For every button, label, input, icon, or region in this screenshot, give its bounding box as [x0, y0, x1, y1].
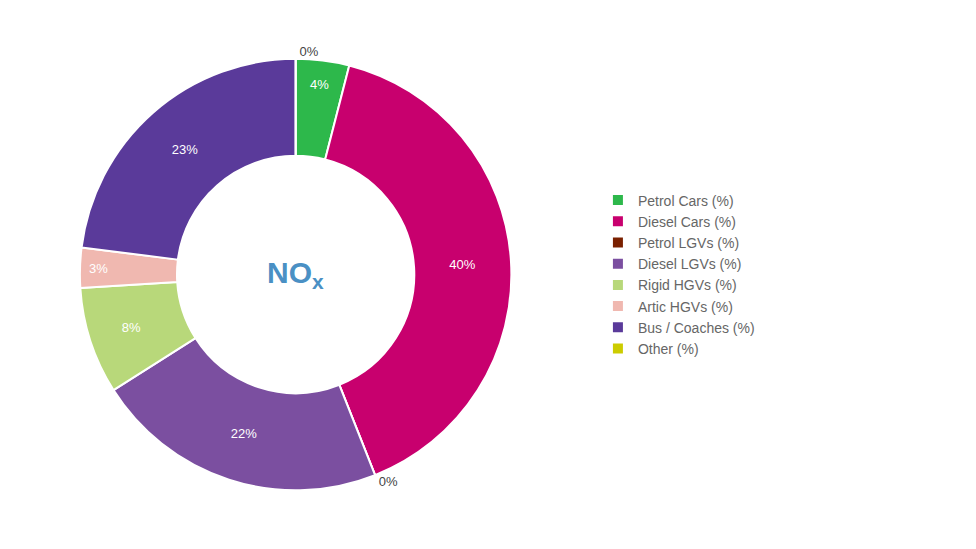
- svg-text:Petrol LGVs (%): Petrol LGVs (%): [638, 235, 739, 251]
- svg-text:Artic HGVs (%): Artic HGVs (%): [638, 299, 733, 315]
- svg-text:Other (%): Other (%): [638, 341, 699, 357]
- svg-text:Diesel LGVs (%): Diesel LGVs (%): [638, 256, 741, 272]
- svg-text:Petrol Cars (%): Petrol Cars (%): [638, 193, 734, 209]
- svg-text:NO​x​: NO​x​: [267, 256, 324, 293]
- svg-text:23%: 23%: [172, 142, 198, 157]
- svg-text:0%: 0%: [379, 474, 398, 489]
- svg-text:22%: 22%: [231, 426, 257, 441]
- svg-text:Diesel Cars (%): Diesel Cars (%): [638, 214, 736, 230]
- svg-text:Rigid HGVs (%): Rigid HGVs (%): [638, 277, 737, 293]
- svg-text:8%: 8%: [122, 320, 141, 335]
- svg-text:Bus / Coaches (%): Bus / Coaches (%): [638, 320, 755, 336]
- svg-text:0%: 0%: [299, 44, 318, 59]
- svg-text:4%: 4%: [310, 77, 329, 92]
- svg-text:40%: 40%: [449, 257, 475, 272]
- svg-text:3%: 3%: [89, 261, 108, 276]
